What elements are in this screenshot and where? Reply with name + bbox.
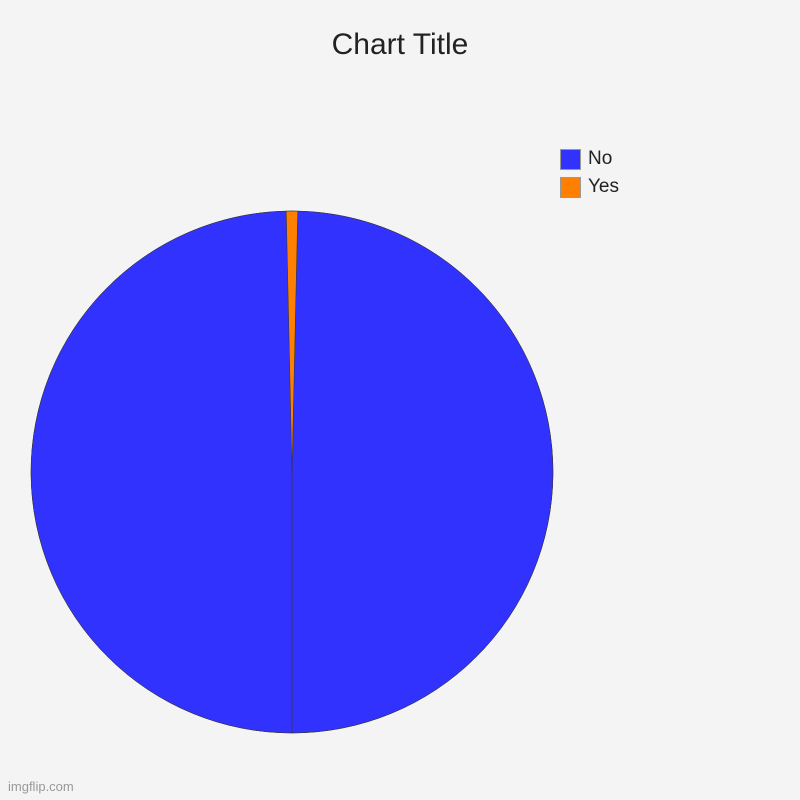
legend-label: No: [588, 148, 612, 170]
watermark: imgflip.com: [8, 779, 74, 794]
pie-slice-no: [292, 211, 553, 733]
pie-svg: [30, 210, 555, 735]
legend-label: Yes: [588, 176, 619, 198]
pie-slice-no: [31, 211, 292, 733]
legend-swatch: [560, 177, 581, 198]
chart-title: Chart Title: [0, 0, 800, 62]
legend: No Yes: [560, 148, 619, 204]
pie-chart: [30, 210, 555, 735]
legend-item-yes: Yes: [560, 176, 619, 198]
legend-swatch: [560, 149, 581, 170]
legend-item-no: No: [560, 148, 619, 170]
